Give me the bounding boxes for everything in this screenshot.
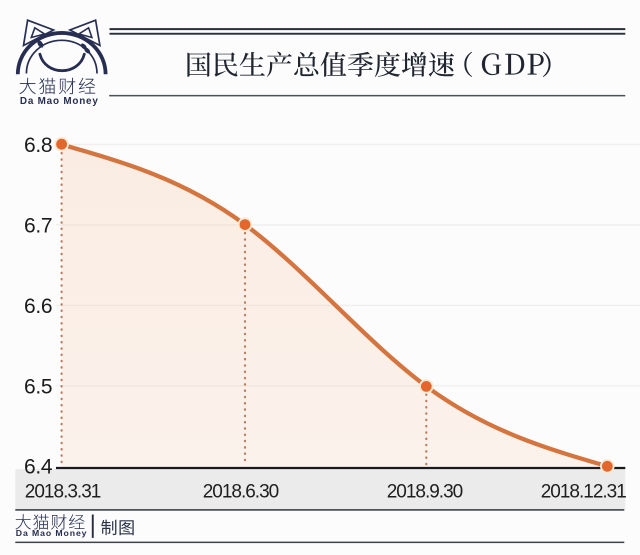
svg-text:Da Mao Money: Da Mao Money (16, 528, 88, 538)
svg-text:Da Mao Money: Da Mao Money (20, 96, 99, 107)
svg-text:2018.9.30: 2018.9.30 (387, 481, 463, 502)
svg-text:6.6: 6.6 (24, 295, 52, 318)
svg-text:2018.6.30: 2018.6.30 (203, 481, 279, 502)
svg-text:6.7: 6.7 (24, 215, 52, 238)
svg-text:6.5: 6.5 (24, 375, 52, 398)
svg-text:6.8: 6.8 (24, 134, 52, 157)
svg-text:2018.12.31: 2018.12.31 (541, 481, 627, 502)
svg-text:6.4: 6.4 (24, 456, 53, 479)
svg-text:2018.3.31: 2018.3.31 (25, 481, 101, 502)
